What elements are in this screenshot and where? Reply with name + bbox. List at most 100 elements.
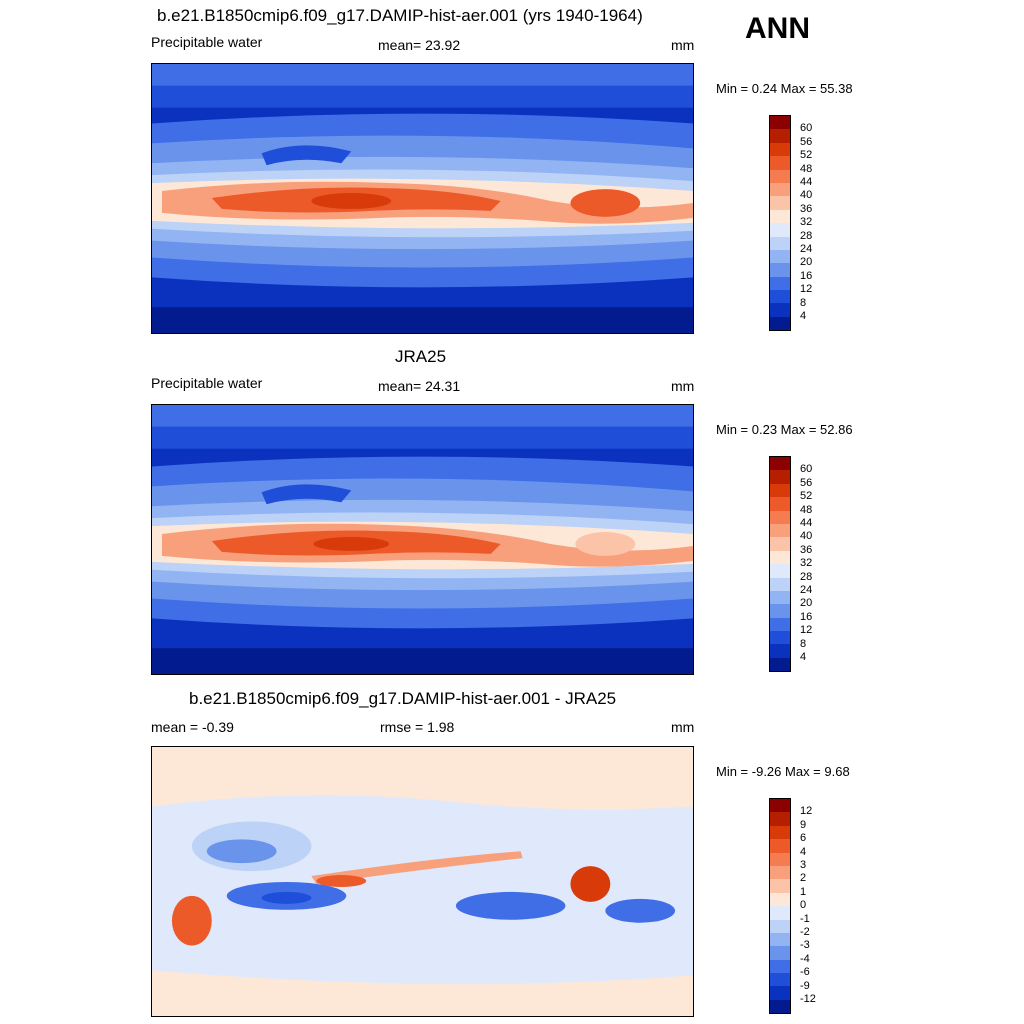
panel2-units-label: mm xyxy=(671,378,695,394)
panel3-colorbar-swatches xyxy=(769,798,791,1015)
panel2-colorbar-swatch xyxy=(770,497,790,511)
panel3-colorbar-tick-label: 3 xyxy=(800,859,807,871)
season-label: ANN xyxy=(745,12,810,45)
panel3-colorbar-tick-label: 4 xyxy=(800,845,807,858)
panel1-colorbar-tick-label: 20 xyxy=(800,256,813,269)
panel1-colorbar-swatch xyxy=(770,142,790,157)
panel1-variable-label: Precipitable water xyxy=(151,34,263,50)
panel3-colorbar-swatch xyxy=(770,852,790,866)
panel1-colorbar-tick-label: 48 xyxy=(800,162,813,175)
panel3-colorbar-tick-label: 2 xyxy=(800,872,807,885)
panel1-map xyxy=(151,63,694,334)
panel2-map xyxy=(151,404,694,675)
panel2-colorbar-tick-label: 48 xyxy=(800,503,813,516)
panel1-colorbar-swatch xyxy=(770,249,790,264)
panel2-colorbar-swatch xyxy=(770,644,790,658)
panel1-colorbar-tick-label: 28 xyxy=(800,229,813,242)
panel1-colorbar-swatch xyxy=(770,196,790,210)
panel1-colorbar-tick-label: 40 xyxy=(800,189,813,202)
panel2-variable-label: Precipitable water xyxy=(151,375,263,391)
panel1-colorbar-swatch xyxy=(770,129,790,143)
panel2-colorbar-tick-label: 12 xyxy=(800,624,813,637)
panel1-units-label: mm xyxy=(671,37,695,53)
panel2-colorbar-swatch xyxy=(770,631,790,645)
panel3-units-label: mm xyxy=(671,719,695,735)
panel2-colorbar-tick-label: 8 xyxy=(800,637,807,650)
panel2-colorbar-swatch xyxy=(770,537,790,551)
panel3-colorbar-swatch xyxy=(770,906,790,920)
panel2-minmax-label: Min = 0.23 Max = 52.86 xyxy=(716,422,853,437)
panel1-colorbar-tick-label: 4 xyxy=(800,310,807,322)
panel3-map xyxy=(151,746,694,1017)
panel2-colorbar-swatch xyxy=(770,604,790,618)
panel1-colorbar-swatch xyxy=(770,116,790,130)
panel2-colorbar-swatch xyxy=(770,470,790,484)
panel2-colorbar-tick-label: 60 xyxy=(800,463,813,476)
panel2-colorbar-swatches xyxy=(769,456,791,673)
panel1-colorbar-swatch xyxy=(770,303,790,317)
panel2-colorbar-swatch xyxy=(770,523,790,538)
panel2-colorbar-tick-label: 20 xyxy=(800,597,813,610)
panel1-colorbar xyxy=(769,115,791,332)
panel1-colorbar-tick-label: 12 xyxy=(800,283,813,296)
panel3-colorbar-swatch xyxy=(770,839,790,853)
panel2-colorbar-tick-label: 4 xyxy=(800,651,807,663)
panel1-colorbar-tick-label: 8 xyxy=(800,296,807,309)
panel3-colorbar-swatch xyxy=(770,825,790,840)
panel1-colorbar-swatch xyxy=(770,290,790,304)
panel3-colorbar-tick-label: 1 xyxy=(800,885,807,898)
panel1-colorbar-swatch xyxy=(770,169,790,183)
panel2-colorbar-swatch xyxy=(770,617,790,632)
panel3-colorbar-swatch xyxy=(770,986,790,1000)
panel2-colorbar-swatch xyxy=(770,564,790,578)
panel3-colorbar-tick-label: -6 xyxy=(800,966,810,979)
panel3-colorbar-swatch xyxy=(770,973,790,987)
panel3-colorbar-tick-label: -9 xyxy=(800,979,810,992)
panel2-colorbar-tick-label: 36 xyxy=(800,543,813,556)
panel2-colorbar-tick-label: 56 xyxy=(800,476,813,489)
panel3-colorbar-swatch xyxy=(770,879,790,893)
panel3-colorbar-swatch xyxy=(770,999,790,1014)
panel3-colorbar-tick-label: -1 xyxy=(800,912,810,925)
panel3-colorbar-swatch xyxy=(770,865,790,880)
panel3-colorbar-tick-label: 6 xyxy=(800,832,807,845)
panel1-colorbar-swatch xyxy=(770,182,790,197)
panel3-rmse-label: rmse = 1.98 xyxy=(380,719,455,735)
panel3-minmax-label: Min = -9.26 Max = 9.68 xyxy=(716,764,850,779)
panel3-colorbar-tick-label: -12 xyxy=(800,993,816,1005)
panel3-colorbar-tick-label: -4 xyxy=(800,952,810,965)
panel1-title: b.e21.B1850cmip6.f09_g17.DAMIP-hist-aer.… xyxy=(157,6,643,25)
panel1-colorbar-swatch xyxy=(770,156,790,170)
panel2-colorbar-swatch xyxy=(770,510,790,524)
panel1-colorbar-tick-label: 16 xyxy=(800,269,813,282)
panel1-colorbar-swatch xyxy=(770,263,790,277)
panel2-colorbar-tick-label: 44 xyxy=(800,517,813,529)
panel2-colorbar-tick-label: 28 xyxy=(800,570,813,583)
panel3-colorbar-swatch xyxy=(770,959,790,974)
panel2-colorbar-swatch xyxy=(770,590,790,605)
panel1-colorbar-swatches xyxy=(769,115,791,332)
panel1-colorbar-tick-label: 56 xyxy=(800,135,813,148)
panel1-colorbar-tick-label: 24 xyxy=(800,243,813,255)
panel2-title: JRA25 xyxy=(395,347,447,366)
panel1-colorbar-swatch xyxy=(770,316,790,331)
panel2-colorbar-tick-label: 16 xyxy=(800,610,813,623)
panel2-colorbar-tick-label: 32 xyxy=(800,557,813,570)
panel2-colorbar-swatch xyxy=(770,483,790,498)
panel3-colorbar-tick-label: -2 xyxy=(800,926,810,938)
panel1-colorbar-tick-label: 36 xyxy=(800,202,813,215)
panel3-colorbar-swatch xyxy=(770,892,790,907)
panel3-colorbar-tick-label: -3 xyxy=(800,939,810,952)
panel3-colorbar-tick-label: 12 xyxy=(800,805,813,818)
panel1-mean-label: mean= 23.92 xyxy=(378,37,461,53)
panel3-colorbar-tick-label: 9 xyxy=(800,818,807,831)
panel2-colorbar-swatch xyxy=(770,657,790,672)
panel3-colorbar-swatch xyxy=(770,799,790,813)
panel2-colorbar-tick-label: 24 xyxy=(800,584,813,596)
panel3-colorbar-tick-label: 0 xyxy=(800,899,807,912)
panel1-colorbar-swatch xyxy=(770,236,790,250)
panel3-colorbar-swatch xyxy=(770,919,790,933)
panel2-colorbar xyxy=(769,456,791,673)
panel2-colorbar-swatch xyxy=(770,457,790,471)
panel1-colorbar-tick-label: 52 xyxy=(800,149,813,162)
